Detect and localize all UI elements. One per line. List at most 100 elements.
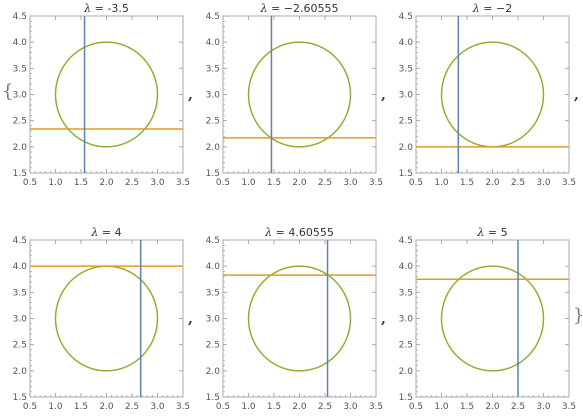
x-tick-label: 3.0 — [343, 178, 358, 188]
open-brace: { — [2, 81, 14, 102]
x-tick-label: 3.5 — [562, 402, 576, 412]
x-tick-label: 1.5 — [460, 178, 474, 188]
y-tick-label: 4.5 — [13, 236, 27, 246]
x-tick-label: 2.5 — [318, 178, 332, 188]
x-tick-label: 1.0 — [241, 402, 256, 412]
x-tick-label: 0.5 — [216, 402, 230, 412]
x-tick-label: 2.5 — [318, 402, 332, 412]
circle-curve — [247, 265, 352, 372]
plot-frame — [222, 239, 377, 398]
y-tick-label: 3.5 — [13, 64, 27, 74]
y-tick-label: 4.0 — [399, 38, 414, 48]
title-lambda-value: = 4 — [98, 226, 121, 239]
x-tick-label: 1.5 — [74, 402, 88, 412]
y-tick-label: 3.0 — [13, 91, 28, 101]
y-tick-label: 4.5 — [399, 12, 413, 22]
circle-curve — [440, 41, 545, 148]
x-tick-label: 1.5 — [267, 402, 281, 412]
y-tick-label: 4.5 — [399, 236, 413, 246]
chart-title: λ = 5 — [476, 226, 507, 239]
y-tick-label: 2.5 — [206, 117, 220, 127]
circle-curve — [54, 41, 159, 148]
y-tick-label: 4.5 — [206, 12, 220, 22]
circle-curve — [247, 41, 352, 148]
x-tick-label: 1.0 — [434, 402, 449, 412]
x-tick-label: 3.5 — [369, 402, 383, 412]
y-tick-label: 4.0 — [206, 38, 221, 48]
separator-2: , — [381, 87, 386, 103]
y-tick-label: 1.5 — [206, 169, 220, 179]
x-tick-label: 1.5 — [74, 178, 88, 188]
chart-title: λ = −2 — [472, 2, 512, 15]
x-tick-label: 0.5 — [409, 178, 423, 188]
y-tick-label: 2.5 — [399, 117, 413, 127]
y-tick-label: 3.5 — [206, 64, 220, 74]
y-tick-label: 2.5 — [13, 341, 27, 351]
y-tick-label: 3.0 — [206, 315, 221, 325]
plot-frame — [415, 15, 570, 174]
y-tick-label: 4.0 — [13, 262, 28, 272]
y-tick-label: 2.0 — [206, 367, 221, 377]
chart-panel-5: λ = 4.60555 0.5 1.0 1.5 2.0 2.5 3.0 3.5 1.5 2.0 2.… — [206, 226, 383, 412]
title-lambda-symbol: λ — [264, 226, 272, 239]
x-tick-label: 3.0 — [150, 178, 165, 188]
title-lambda-value: = 5 — [484, 226, 507, 239]
x-tick-label: 3.0 — [343, 402, 358, 412]
x-tick-label: 0.5 — [23, 402, 37, 412]
y-tick-label: 2.5 — [399, 341, 413, 351]
x-tick-label: 1.0 — [48, 402, 63, 412]
plot-frame — [222, 15, 377, 174]
chart-panel-1: λ = -3.5 0.5 1.0 1.5 2.0 2.5 3.0 3.5 1.5 2.0 2.5 3.… — [13, 2, 190, 188]
separator-4: , — [188, 311, 193, 327]
circle-curve — [440, 265, 545, 372]
chart-title: λ = −2.60555 — [260, 2, 339, 15]
x-tick-label: 0.5 — [216, 178, 230, 188]
x-tick-label: 0.5 — [23, 178, 37, 188]
title-lambda-symbol: λ — [476, 226, 484, 239]
y-tick-label: 1.5 — [206, 393, 220, 403]
x-tick-label: 1.5 — [460, 402, 474, 412]
y-tick-label: 4.5 — [13, 12, 27, 22]
y-tick-label: 2.0 — [206, 143, 221, 153]
title-lambda-symbol: λ — [83, 2, 91, 15]
y-tick-label: 2.0 — [13, 367, 28, 377]
chart-title: λ = 4 — [90, 226, 121, 239]
title-lambda-value: = -3.5 — [91, 2, 129, 15]
x-tick-label: 2.0 — [292, 402, 307, 412]
y-tick-label: 1.5 — [399, 393, 413, 403]
x-tick-label: 2.0 — [99, 178, 114, 188]
x-tick-label: 2.5 — [125, 402, 139, 412]
y-tick-label: 3.0 — [13, 315, 28, 325]
y-tick-label: 2.0 — [399, 367, 414, 377]
plot-frame — [29, 15, 184, 174]
x-tick-label: 1.0 — [434, 178, 449, 188]
x-tick-label: 1.0 — [48, 178, 63, 188]
x-tick-label: 2.0 — [292, 178, 307, 188]
y-tick-label: 2.0 — [13, 143, 28, 153]
title-lambda-symbol: λ — [260, 2, 268, 15]
title-lambda-symbol: λ — [90, 226, 98, 239]
y-tick-label: 3.5 — [13, 288, 27, 298]
chart-panel-2: λ = −2.60555 0.5 1.0 1.5 2.0 2.5 3.0 3.5 1.5 2.0 2… — [206, 2, 383, 188]
x-tick-label: 3.5 — [176, 178, 190, 188]
x-tick-label: 2.5 — [511, 178, 525, 188]
y-tick-label: 4.0 — [399, 262, 414, 272]
y-tick-label: 4.0 — [206, 262, 221, 272]
x-tick-label: 3.0 — [150, 402, 165, 412]
circle-curve — [54, 265, 159, 372]
x-tick-label: 2.5 — [511, 402, 525, 412]
chart-title: λ = -3.5 — [83, 2, 129, 15]
title-lambda-value: = −2.60555 — [268, 2, 339, 15]
x-tick-label: 3.0 — [536, 178, 551, 188]
x-tick-label: 2.0 — [485, 178, 500, 188]
chart-panel-3: λ = −2 0.5 1.0 1.5 2.0 2.5 3.0 3.5 1.5 2.0 2.5 3.0 3… — [399, 2, 576, 188]
plot-frame — [415, 239, 570, 398]
title-lambda-value: = −2 — [480, 2, 512, 15]
chart-panel-6: λ = 5 0.5 1.0 1.5 2.0 2.5 3.0 3.5 1.5 2.0 2.5 3.0 3.… — [399, 226, 576, 412]
x-tick-label: 2.0 — [99, 402, 114, 412]
y-tick-label: 1.5 — [399, 169, 413, 179]
close-brace: } — [573, 307, 583, 325]
y-tick-label: 2.5 — [206, 341, 220, 351]
y-tick-label: 3.5 — [399, 64, 413, 74]
y-tick-label: 3.0 — [399, 91, 414, 101]
